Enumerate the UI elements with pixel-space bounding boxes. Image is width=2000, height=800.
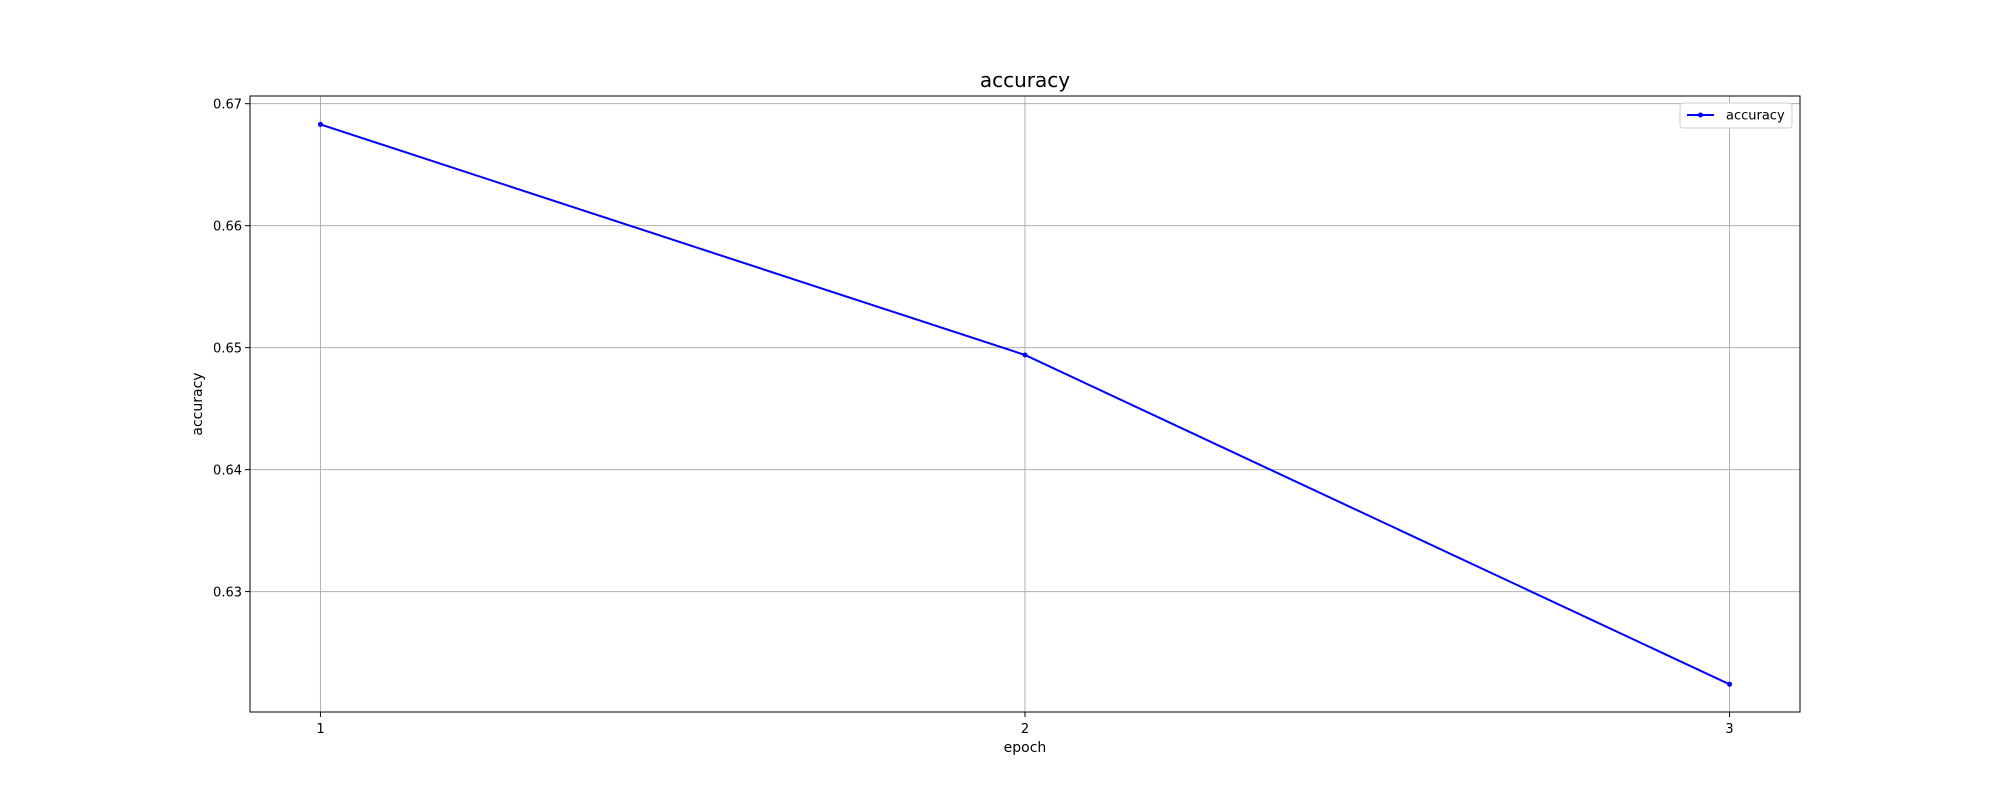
x-tick-label: 1	[316, 722, 324, 737]
axis-ticks: 1 2 3 0.63 0.64 0.65 0.66 0.67	[213, 98, 1734, 737]
data-point	[1727, 681, 1733, 687]
legend-label: accuracy	[1726, 109, 1785, 124]
x-tick-label: 2	[1021, 722, 1029, 737]
y-tick-label: 0.64	[213, 464, 242, 479]
y-tick-label: 0.67	[213, 98, 242, 113]
y-tick-label: 0.63	[213, 586, 242, 601]
legend-box	[1679, 102, 1793, 129]
y-tick-label: 0.65	[213, 342, 242, 357]
x-tick-label: 3	[1725, 722, 1733, 737]
y-tick-label: 0.66	[213, 220, 242, 235]
legend: accuracy	[1679, 102, 1793, 129]
x-axis-label: epoch	[1004, 740, 1047, 756]
plot-lines	[317, 121, 1733, 687]
data-point	[317, 121, 323, 127]
data-point	[1022, 352, 1028, 358]
grid	[250, 96, 1800, 712]
chart-title: accuracy	[980, 68, 1070, 92]
legend-marker-sample	[1698, 112, 1703, 118]
y-axis-label: accuracy	[190, 372, 206, 435]
